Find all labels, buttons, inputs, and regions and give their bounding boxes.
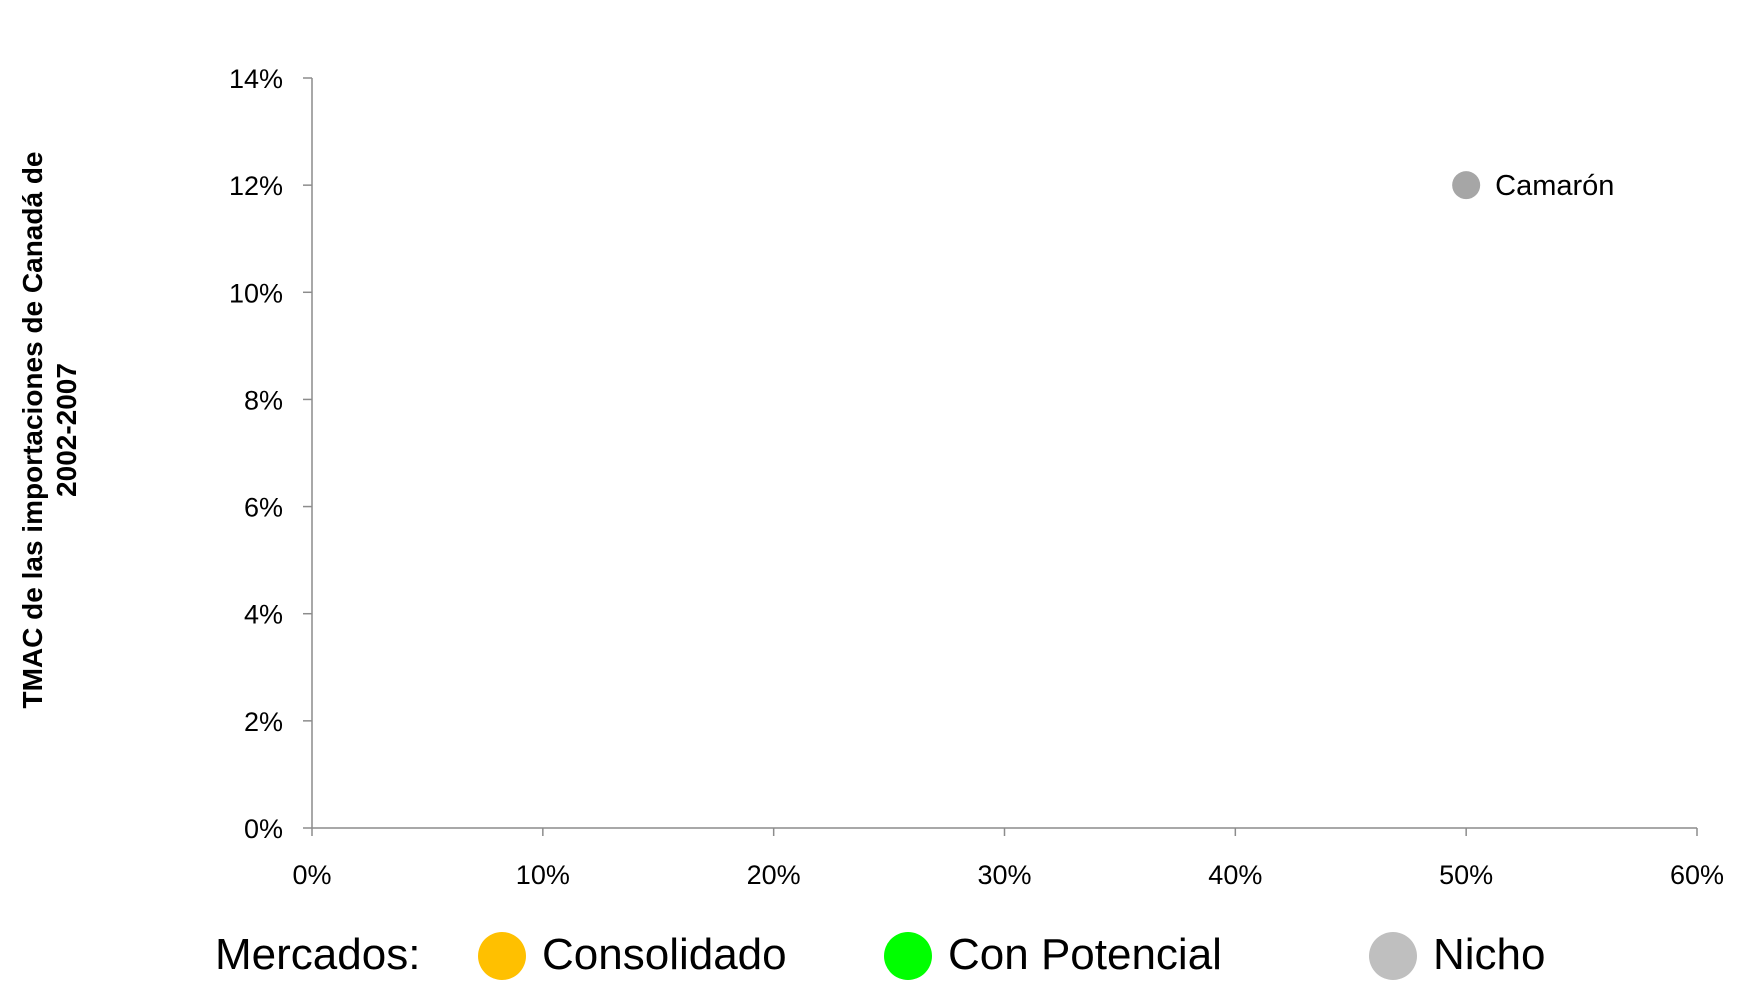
y-axis-ticks: 0% 2% 4% 6% 8% 10% 12% 14% — [229, 64, 312, 844]
x-tick-label: 20% — [747, 860, 801, 890]
y-axis-label: TMAC de las importaciones de Canadá de 2… — [16, 151, 84, 708]
y-axis-title: TMAC de las importaciones de Canadá de 2… — [0, 0, 100, 860]
legend-marker-con-potencial — [884, 932, 932, 980]
x-tick-label: 0% — [292, 860, 331, 890]
x-tick-label: 10% — [516, 860, 570, 890]
scatter-chart: 0% 2% 4% 6% 8% 10% 12% 14% 0% 10% 20% 30% 40% 50% 60%… — [229, 64, 1724, 890]
legend: Mercados: Consolidado Con Potencial Nich… — [0, 930, 1739, 980]
legend-title: Mercados: — [215, 930, 421, 979]
x-tick-label: 60% — [1670, 860, 1724, 890]
x-tick-label: 50% — [1439, 860, 1493, 890]
data-point-marker — [1452, 171, 1481, 200]
y-tick-label: 8% — [244, 385, 283, 415]
y-tick-label: 0% — [244, 814, 283, 844]
y-tick-label: 6% — [244, 493, 283, 523]
x-tick-label: 30% — [977, 860, 1031, 890]
legend-label-nicho: Nicho — [1433, 930, 1546, 979]
legend-label-con-potencial: Con Potencial — [948, 930, 1222, 979]
axes — [311, 78, 1697, 829]
y-tick-label: 2% — [244, 707, 283, 737]
y-tick-label: 10% — [229, 278, 283, 308]
y-tick-label: 14% — [229, 64, 283, 94]
x-axis-ticks: 0% 10% 20% 30% 40% 50% 60% — [292, 828, 1724, 890]
legend-marker-consolidado — [478, 932, 526, 980]
y-axis-label-line-1: TMAC de las importaciones de Canadá de — [17, 151, 48, 709]
legend-marker-nicho — [1369, 932, 1417, 980]
legend-label-consolidado: Consolidado — [542, 930, 787, 979]
data-points: Camarón — [1452, 170, 1614, 202]
y-axis-label-line-2: 2002-2007 — [51, 363, 82, 497]
data-point-label: Camarón — [1495, 170, 1614, 202]
y-tick-label: 4% — [244, 600, 283, 630]
y-tick-label: 12% — [229, 171, 283, 201]
x-tick-label: 40% — [1208, 860, 1262, 890]
